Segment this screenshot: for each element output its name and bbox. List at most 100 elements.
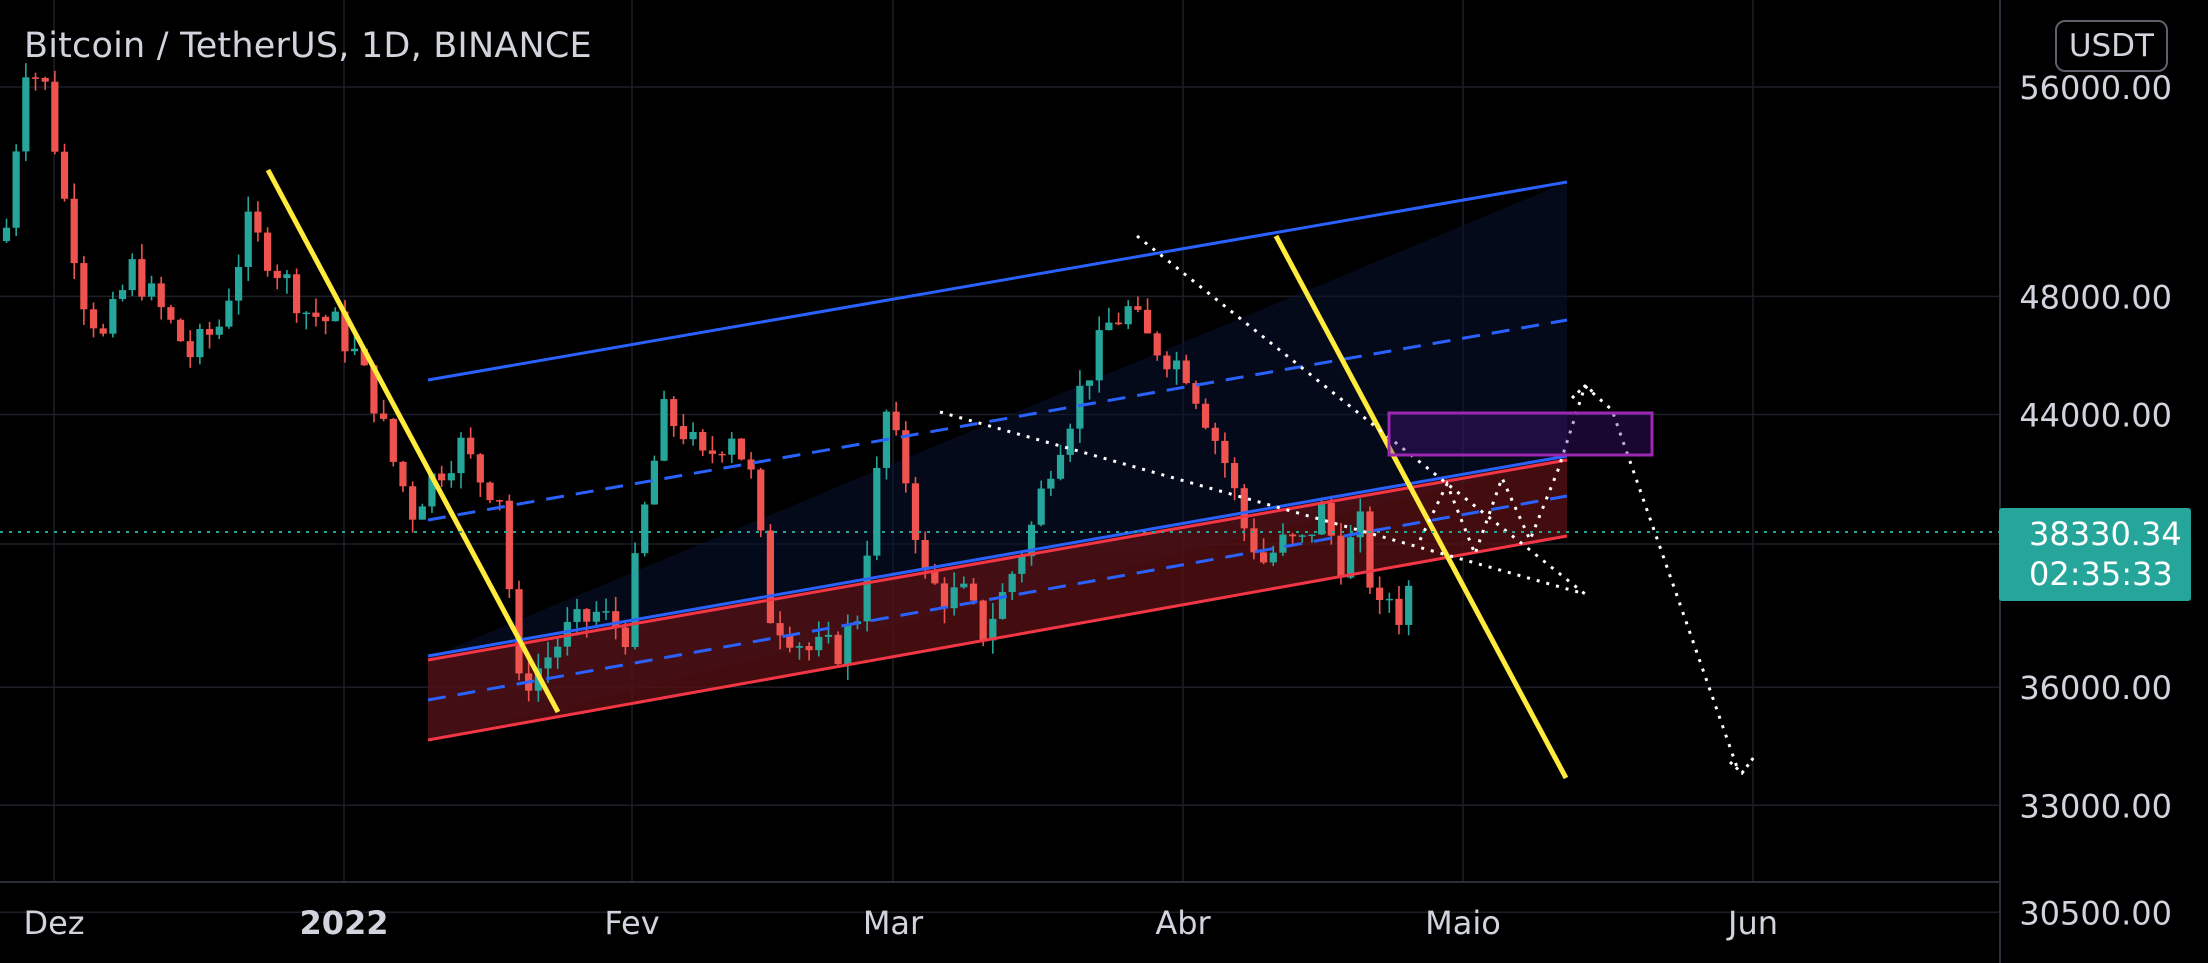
candle-body xyxy=(931,570,939,584)
candle-body xyxy=(573,609,581,622)
candle-body xyxy=(554,646,562,658)
price-tick-label: 36000.00 xyxy=(2019,669,2172,707)
candle-body xyxy=(1269,552,1277,563)
candle-body xyxy=(1279,534,1287,553)
candle-body xyxy=(293,274,301,314)
time-tick-label: 2022 xyxy=(299,904,388,942)
candle-body xyxy=(1095,330,1103,381)
candle-body xyxy=(505,500,513,590)
candle-body xyxy=(176,319,185,342)
candle-body xyxy=(1250,528,1258,553)
candle-body xyxy=(1182,360,1190,384)
candle-body xyxy=(263,232,272,271)
candle-body xyxy=(389,418,397,462)
candle-body xyxy=(592,611,600,622)
candle-body xyxy=(998,592,1007,619)
candle-body xyxy=(331,311,339,322)
candle-body xyxy=(1008,573,1016,593)
candle-body xyxy=(631,553,639,647)
candle-body xyxy=(873,467,881,556)
candle-body xyxy=(911,483,920,540)
dotted-support-line xyxy=(939,410,1586,596)
price-tick-label: 56000.00 xyxy=(2019,69,2172,107)
candle-body xyxy=(969,583,978,601)
candle-body xyxy=(950,587,958,609)
candle-body xyxy=(786,635,794,648)
time-tick-label: Jun xyxy=(1726,904,1778,942)
candle-body xyxy=(737,438,746,460)
candle-body xyxy=(1327,502,1335,536)
candle-body xyxy=(1221,440,1229,464)
candle-body xyxy=(1230,463,1239,489)
time-tick-label: Abr xyxy=(1155,904,1211,942)
candle-body xyxy=(1192,383,1200,404)
candle-body xyxy=(1376,587,1384,600)
candle-body xyxy=(1201,403,1210,428)
candle-body xyxy=(380,413,388,419)
symbol-title[interactable]: Bitcoin / TetherUS, 1D, BINANCE xyxy=(24,26,592,66)
candle-body xyxy=(496,500,504,502)
candle-body xyxy=(1056,454,1065,479)
channel-bottom-blue-line xyxy=(427,454,1568,658)
candle-body xyxy=(670,399,678,427)
candle-body xyxy=(1260,552,1268,563)
candle-body xyxy=(1318,502,1326,535)
candle-body xyxy=(602,611,610,613)
band-dashed-line xyxy=(427,494,1568,702)
candle-body xyxy=(157,283,165,308)
candle-body xyxy=(641,504,649,554)
candle-body xyxy=(89,309,98,329)
candle-body xyxy=(41,77,49,82)
candle-body xyxy=(544,657,552,669)
candle-body xyxy=(22,77,30,152)
candle-body xyxy=(60,151,69,199)
candle-body xyxy=(273,270,281,279)
candle-body xyxy=(1047,478,1055,489)
candle-body xyxy=(438,473,446,481)
candle-body xyxy=(621,627,629,647)
candle-body xyxy=(650,460,658,505)
candle-body xyxy=(12,151,20,228)
candle-body xyxy=(167,307,175,320)
channel-upper-fill xyxy=(428,182,1567,740)
price-tick-label: 30500.00 xyxy=(2019,894,2172,932)
candle-body xyxy=(351,348,359,352)
candle-body xyxy=(979,600,987,641)
projection-arrow-top xyxy=(1570,384,1597,400)
candle-body xyxy=(815,636,823,651)
yellow-trendline-right xyxy=(1273,234,1569,780)
candle-body xyxy=(1066,428,1074,455)
time-axis[interactable]: Dez 2022 Fev Mar Abr Maio Jun xyxy=(23,904,1778,942)
candle-body xyxy=(1153,333,1161,356)
candle-body xyxy=(109,298,117,334)
candle-body xyxy=(1337,535,1345,578)
candle-body xyxy=(1124,306,1132,325)
channel-top-line xyxy=(427,180,1568,382)
candle-body xyxy=(341,311,349,352)
candle-body xyxy=(834,634,842,665)
candle-body xyxy=(960,583,968,588)
candle-body xyxy=(399,461,407,487)
candle-body xyxy=(728,438,736,455)
candle-body xyxy=(244,211,252,267)
candle-body xyxy=(1289,534,1297,537)
candle-body xyxy=(370,365,378,414)
candle-body xyxy=(215,326,223,335)
candle-body xyxy=(70,198,78,264)
candle-body xyxy=(31,77,40,79)
candle-body xyxy=(747,459,755,470)
time-tick-label: Fev xyxy=(604,904,659,942)
candle-body xyxy=(1134,306,1142,310)
candle-body xyxy=(679,426,687,440)
candle-body xyxy=(1211,427,1219,441)
candle-body xyxy=(1347,537,1355,578)
candle-body xyxy=(51,81,59,152)
candle-body xyxy=(718,453,726,456)
candle-body xyxy=(186,341,194,358)
candle-body xyxy=(99,328,107,334)
yellow-trendline-left xyxy=(265,168,561,714)
candle-body xyxy=(360,348,368,366)
price-axis[interactable]: 56000.0048000.0044000.0040000.0036000.00… xyxy=(2019,69,2172,932)
currency-badge[interactable]: USDT xyxy=(2054,20,2168,72)
